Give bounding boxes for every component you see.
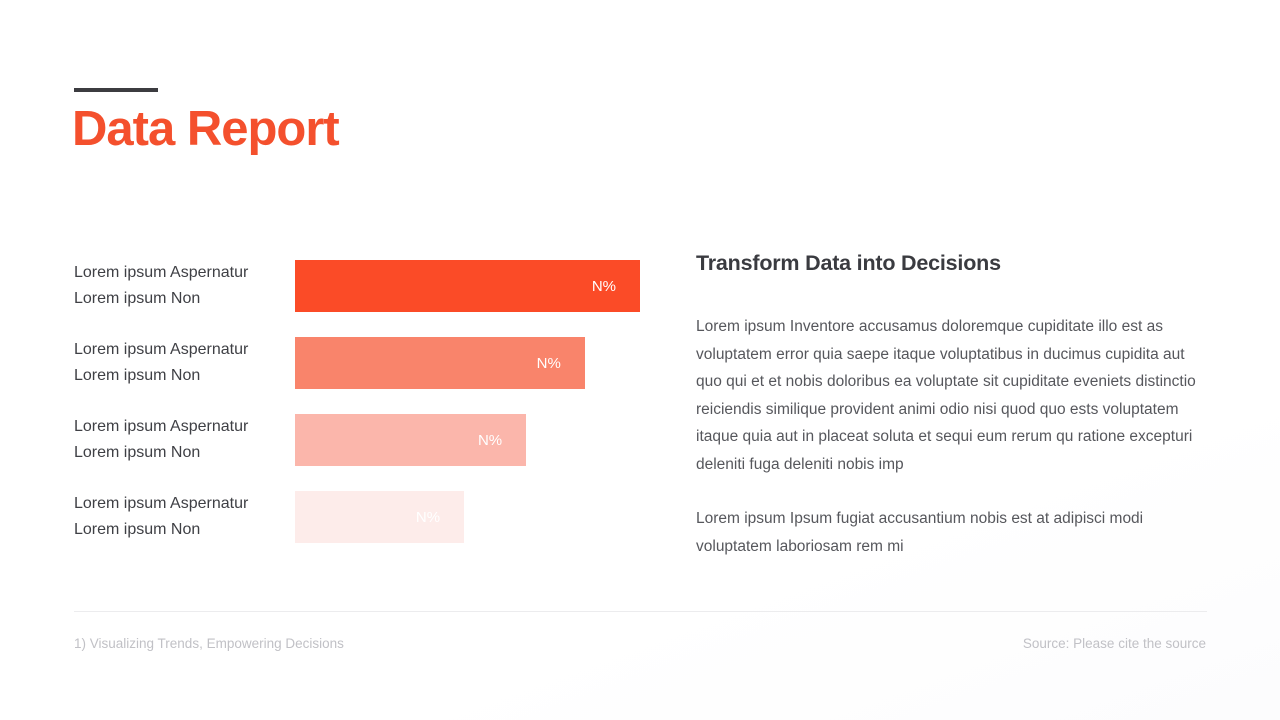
text-column: Transform Data into Decisions Lorem ipsu…: [696, 249, 1207, 560]
chart-row: Lorem ipsum Aspernatur Lorem ipsum Non N…: [74, 260, 641, 312]
bar-track: N%: [295, 260, 640, 312]
horizontal-bar-chart: Lorem ipsum Aspernatur Lorem ipsum Non N…: [74, 260, 641, 568]
bar-label: Lorem ipsum Aspernatur Lorem ipsum Non: [74, 491, 295, 543]
footer-divider: [74, 611, 1207, 612]
bar-track: N%: [295, 414, 640, 466]
chart-row: Lorem ipsum Aspernatur Lorem ipsum Non N…: [74, 414, 641, 466]
footer-source-note: Source: Please cite the source: [1022, 636, 1206, 651]
title-accent-line: [74, 88, 158, 92]
bar-value-label: N%: [536, 354, 561, 372]
bar-label-line1: Lorem ipsum Aspernatur: [74, 264, 249, 281]
bar-label-line1: Lorem ipsum Aspernatur: [74, 341, 249, 358]
bar-track: N%: [295, 491, 640, 543]
bar-label-line1: Lorem ipsum Aspernatur: [74, 418, 249, 435]
bar-segment: N%: [295, 491, 465, 543]
chart-row: Lorem ipsum Aspernatur Lorem ipsum Non N…: [74, 337, 641, 389]
bar-label-line2: Lorem ipsum Non: [74, 521, 201, 538]
bar-value-label: N%: [477, 431, 503, 449]
chart-row: Lorem ipsum Aspernatur Lorem ipsum Non N…: [74, 491, 641, 543]
section-heading: Transform Data into Decisions: [696, 251, 1001, 275]
bar-label-line2: Lorem ipsum Non: [74, 367, 201, 384]
bar-value-label: N%: [591, 277, 616, 295]
body-paragraph-2: Lorem ipsum Ipsum fugiat accusantium nob…: [696, 510, 1144, 555]
bar-label: Lorem ipsum Aspernatur Lorem ipsum Non: [74, 414, 295, 466]
bar-label-line2: Lorem ipsum Non: [74, 444, 201, 461]
page-title: Data Report: [72, 102, 340, 156]
bar-segment: N%: [295, 414, 527, 466]
body-paragraph-1: Lorem ipsum Inventore accusamus doloremq…: [696, 318, 1196, 473]
bar-label-line2: Lorem ipsum Non: [74, 290, 201, 307]
bar-label-line1: Lorem ipsum Aspernatur: [74, 495, 249, 512]
bar-label: Lorem ipsum Aspernatur Lorem ipsum Non: [74, 337, 295, 389]
bar-segment: N%: [295, 337, 585, 389]
footer-note-left: 1) Visualizing Trends, Empowering Decisi…: [74, 636, 344, 651]
bar-label: Lorem ipsum Aspernatur Lorem ipsum Non: [74, 260, 295, 312]
bar-track: N%: [295, 337, 640, 389]
bar-segment: N%: [295, 260, 640, 312]
bar-value-label: N%: [415, 508, 441, 526]
